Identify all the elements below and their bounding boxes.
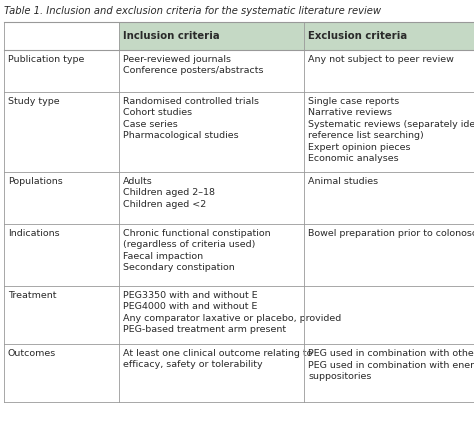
Bar <box>304 22 474 50</box>
Text: Treatment: Treatment <box>8 291 56 300</box>
Text: Chronic functional constipation
(regardless of criteria used)
Faecal impaction
S: Chronic functional constipation (regardl… <box>123 229 271 272</box>
Text: Study type: Study type <box>8 97 60 106</box>
Bar <box>119 22 304 50</box>
Text: Peer-reviewed journals
Conference posters/abstracts: Peer-reviewed journals Conference poster… <box>123 55 264 75</box>
Text: Outcomes: Outcomes <box>8 349 56 358</box>
Text: Table 1. Inclusion and exclusion criteria for the systematic literature review: Table 1. Inclusion and exclusion criteri… <box>4 6 381 16</box>
Text: Inclusion criteria: Inclusion criteria <box>123 31 219 41</box>
Text: Bowel preparation prior to colonoscopy/imaging: Bowel preparation prior to colonoscopy/i… <box>308 229 474 238</box>
Text: Publication type: Publication type <box>8 55 84 64</box>
Text: Adults
Children aged 2–18
Children aged <2: Adults Children aged 2–18 Children aged … <box>123 177 215 209</box>
Text: Animal studies: Animal studies <box>308 177 378 186</box>
Text: Any not subject to peer review: Any not subject to peer review <box>308 55 454 64</box>
Text: Populations: Populations <box>8 177 63 186</box>
Text: PEG used in combination with other laxatives
PEG used in combination with enemas: PEG used in combination with other laxat… <box>308 349 474 381</box>
Text: At least one clinical outcome relating to
efficacy, safety or tolerability: At least one clinical outcome relating t… <box>123 349 312 369</box>
Text: Indications: Indications <box>8 229 60 238</box>
Text: Randomised controlled trials
Cohort studies
Case series
Pharmacological studies: Randomised controlled trials Cohort stud… <box>123 97 259 140</box>
Text: Single case reports
Narrative reviews
Systematic reviews (separately identified : Single case reports Narrative reviews Sy… <box>308 97 474 163</box>
Text: Exclusion criteria: Exclusion criteria <box>308 31 407 41</box>
Text: PEG3350 with and without E
PEG4000 with and without E
Any comparator laxative or: PEG3350 with and without E PEG4000 with … <box>123 291 341 334</box>
